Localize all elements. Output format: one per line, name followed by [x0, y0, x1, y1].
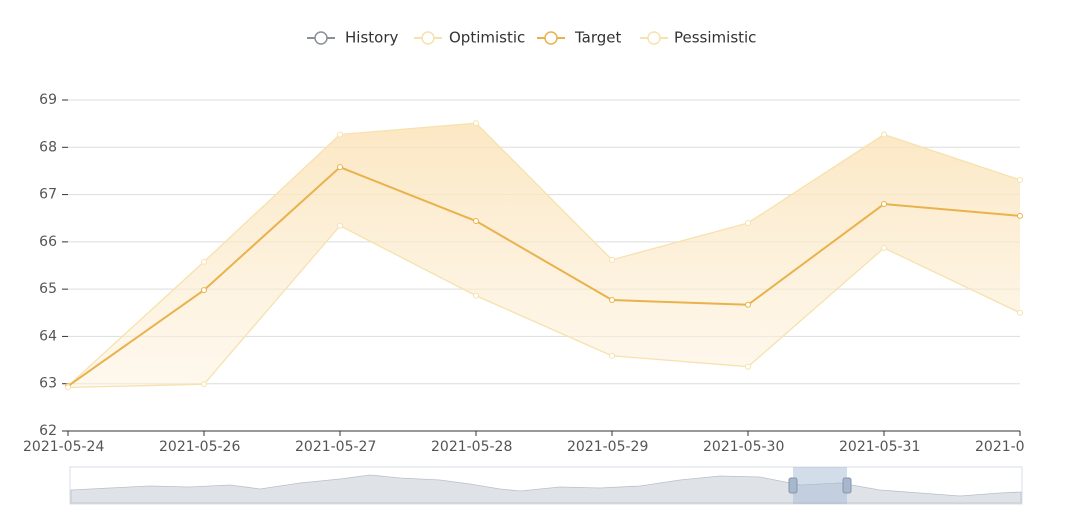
- x-tick-label: 2021-05-26: [159, 439, 240, 455]
- series-line: [67, 224, 1021, 389]
- legend-label[interactable]: Optimistic: [449, 29, 525, 47]
- y-tick-label: 69: [39, 92, 57, 108]
- y-tick-label: 64: [39, 328, 57, 344]
- x-tick-label: 2021-0: [975, 439, 1025, 455]
- zoom-preview: [70, 474, 1022, 504]
- data-point: [609, 297, 615, 304]
- series-line: [67, 165, 1021, 387]
- data-point: [1017, 212, 1023, 219]
- x-axis-labels: 2021-05-24 2021-05-26 2021-05-27 2021-05-28…: [23, 439, 1025, 455]
- x-tick-label: 2021-05-27: [295, 439, 376, 455]
- legend-marker: [314, 31, 328, 45]
- data-point: [201, 287, 207, 294]
- data-point: [337, 222, 343, 229]
- y-tick-label: 67: [39, 187, 57, 203]
- legend: History Optimistic Target Pessimistic: [307, 29, 756, 47]
- data-point: [745, 301, 751, 308]
- data-point: [745, 363, 751, 370]
- data-point: [1017, 309, 1023, 316]
- data-zoom[interactable]: [69, 466, 1023, 505]
- legend-label[interactable]: Pessimistic: [674, 29, 756, 47]
- data-point: [473, 120, 479, 127]
- data-point: [881, 245, 887, 252]
- zoom-handle-right[interactable]: [842, 477, 852, 494]
- data-point: [609, 256, 615, 263]
- zoom-frame: [69, 466, 1023, 505]
- y-tick-label: 62: [39, 423, 57, 439]
- data-point: [65, 384, 71, 391]
- data-point: [201, 381, 207, 388]
- x-tick-label: 2021-05-28: [431, 439, 512, 455]
- y-tick-label: 63: [39, 376, 57, 392]
- data-point: [745, 219, 751, 226]
- x-tick-label: 2021-05-29: [567, 439, 648, 455]
- data-point: [201, 258, 207, 265]
- legend-label[interactable]: History: [345, 29, 398, 47]
- x-tick-label: 2021-05-30: [703, 439, 784, 455]
- data-point: [473, 218, 479, 225]
- data-point: [473, 292, 479, 299]
- series-line: [67, 122, 1021, 387]
- data-point: [881, 131, 887, 138]
- x-tick-label: 2021-05-24: [23, 439, 104, 455]
- legend-marker: [544, 31, 558, 45]
- data-point: [337, 164, 343, 171]
- legend-marker: [647, 31, 661, 45]
- x-tick-label: 2021-05-31: [839, 439, 920, 455]
- data-point: [881, 201, 887, 208]
- zoom-handle-left[interactable]: [788, 477, 798, 494]
- forecast-band: [68, 123, 1020, 388]
- y-tick-label: 66: [39, 234, 57, 250]
- y-tick-label: 68: [39, 139, 57, 155]
- y-tick-label: 65: [39, 281, 57, 297]
- data-point: [337, 131, 343, 138]
- legend-label[interactable]: Target: [574, 29, 622, 47]
- data-point: [609, 352, 615, 359]
- plot: [65, 120, 1023, 391]
- data-point: [1017, 176, 1023, 183]
- zoom-window[interactable]: [793, 467, 847, 504]
- legend-marker: [421, 31, 435, 45]
